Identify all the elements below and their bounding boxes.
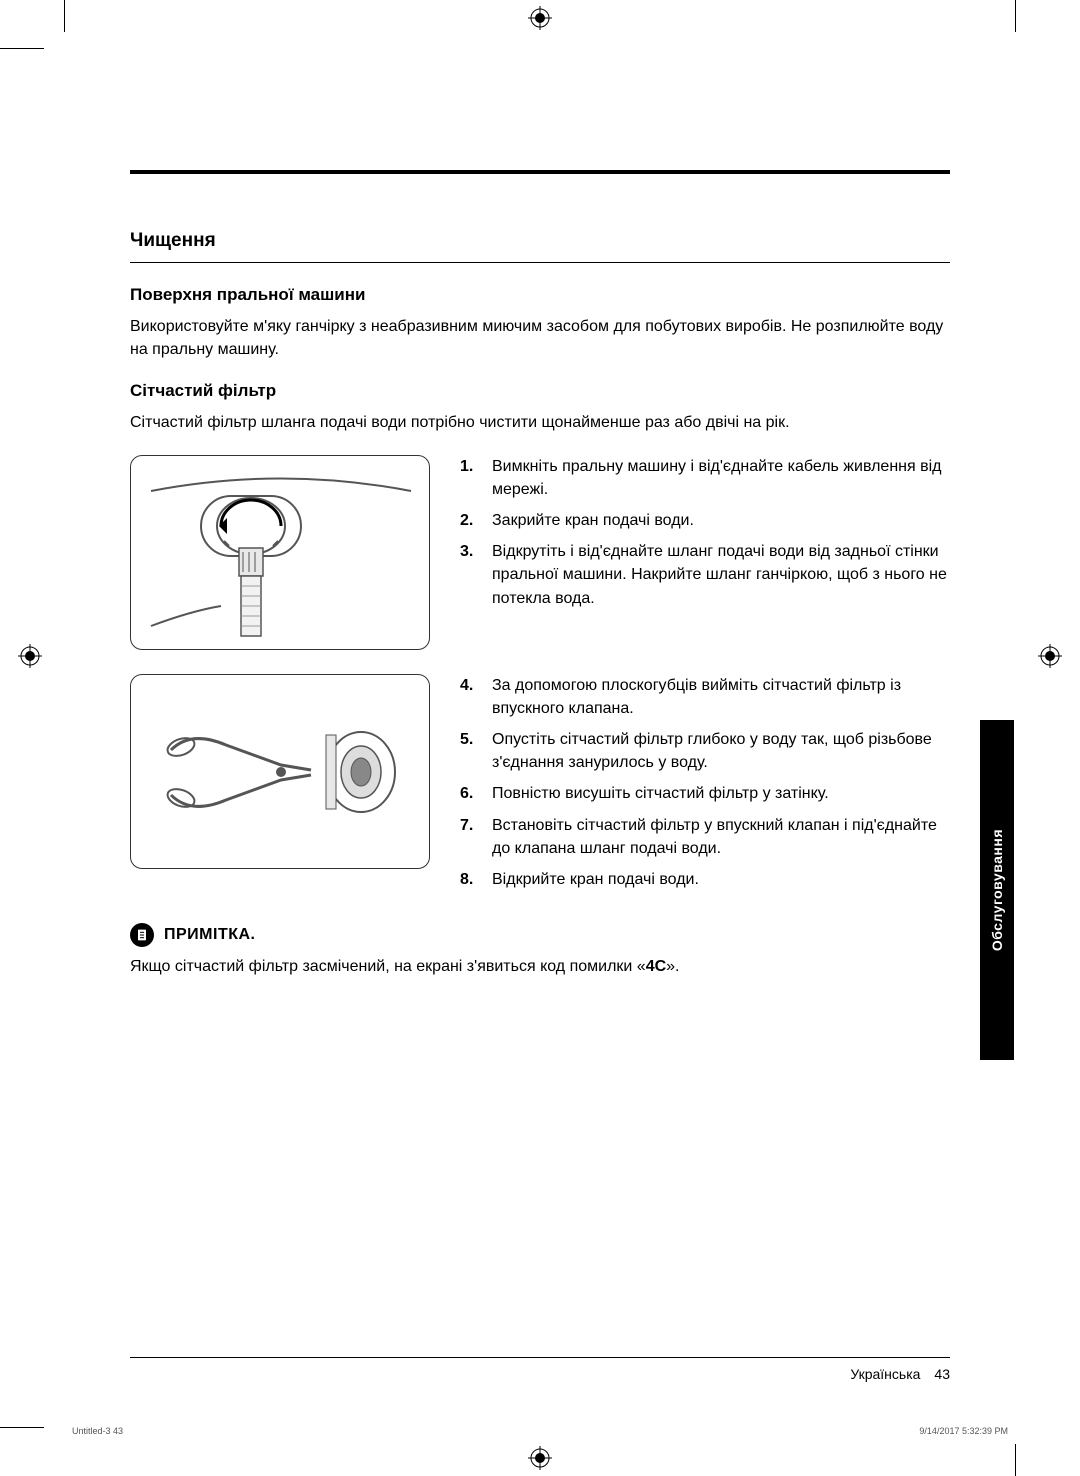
step-item: 4. За допомогою плоскогубців вийміть сітч… [460, 674, 950, 720]
step-number: 8. [460, 868, 478, 891]
step-number: 3. [460, 540, 478, 610]
step-block-2: 4. За допомогою плоскогубців вийміть сітч… [130, 674, 950, 900]
step-item: 3.Відкрутіть і від'єднайте шланг подачі … [460, 540, 950, 610]
step-number: 2. [460, 509, 478, 532]
crop-mark [1015, 0, 1016, 32]
step-text: За допомогою плоскогубців вийміть сітчас… [492, 674, 950, 720]
registration-mark-icon [1038, 644, 1062, 668]
registration-mark-icon [528, 6, 552, 30]
note-heading: ПРИМІТКА. [130, 923, 950, 947]
thin-rule [130, 262, 950, 263]
registration-mark-icon [18, 644, 42, 668]
note-text-post: ». [666, 958, 679, 975]
crop-mark [0, 1427, 44, 1428]
filter-intro: Сітчастий фільтр шланга подачі води потр… [130, 411, 950, 434]
step-item: 1. Вимкніть пральну машину і від'єднайте … [460, 455, 950, 501]
print-meta-left: Untitled-3 43 [72, 1426, 123, 1436]
step-item: 8. Відкрийте кран подачі води. [460, 868, 950, 891]
print-meta-right: 9/14/2017 5:32:39 PM [919, 1426, 1008, 1436]
heading-filter: Сітчастий фільтр [130, 381, 950, 401]
page-footer: Українська 43 [130, 1357, 950, 1382]
step-number: 5. [460, 728, 478, 774]
registration-mark-icon [528, 1446, 552, 1470]
note-icon [130, 923, 154, 947]
error-code: 4C [646, 958, 666, 975]
step-number: 1. [460, 455, 478, 501]
crop-mark [1015, 1444, 1016, 1476]
note-label: ПРИМІТКА. [164, 926, 255, 944]
step-number: 4. [460, 674, 478, 720]
heading-surface: Поверхня пральної машини [130, 285, 950, 305]
steps-list-1: 1. Вимкніть пральну машину і від'єднайте … [460, 455, 950, 618]
figure-pliers-filter [130, 674, 430, 869]
step-text: Відкрийте кран подачі води. [492, 868, 699, 891]
step-block-1: 1. Вимкніть пральну машину і від'єднайте … [130, 455, 950, 650]
section-tab-label: Обслуговування [989, 829, 1005, 951]
step-text: Встановіть сітчастий фільтр у впускний к… [492, 814, 950, 860]
step-item: 6. Повністю висушіть сітчастий фільтр у з… [460, 782, 950, 805]
page-content: Чищення Поверхня пральної машини Викорис… [130, 170, 950, 978]
step-text: Опустіть сітчастий фільтр глибоко у воду… [492, 728, 950, 774]
step-text: Повністю висушіть сітчастий фільтр у зат… [492, 782, 829, 805]
step-item: 7. Встановіть сітчастий фільтр у впускний… [460, 814, 950, 860]
footer-page-number: 43 [934, 1366, 950, 1382]
step-text: Відкрутіть і від'єднайте шланг подачі во… [492, 540, 950, 610]
step-item: 5. Опустіть сітчастий фільтр глибоко у во… [460, 728, 950, 774]
note-text: Якщо сітчастий фільтр засмічений, на екр… [130, 955, 950, 978]
crop-mark [64, 0, 65, 32]
step-text: Вимкніть пральну машину і від'єднайте ка… [492, 455, 950, 501]
step-text: Закрийте кран подачі води. [492, 509, 694, 532]
surface-text: Використовуйте м'яку ганчірку з неабрази… [130, 315, 950, 361]
top-rule [130, 170, 950, 174]
section-tab: Обслуговування [980, 720, 1014, 1060]
step-number: 6. [460, 782, 478, 805]
step-number: 7. [460, 814, 478, 860]
crop-mark [0, 48, 44, 49]
note-text-pre: Якщо сітчастий фільтр засмічений, на екр… [130, 958, 646, 975]
steps-list-2: 4. За допомогою плоскогубців вийміть сітч… [460, 674, 950, 900]
footer-language: Українська [850, 1366, 920, 1382]
heading-cleaning: Чищення [130, 230, 950, 252]
figure-hose-disconnect [130, 455, 430, 650]
step-item: 2. Закрийте кран подачі води. [460, 509, 950, 532]
